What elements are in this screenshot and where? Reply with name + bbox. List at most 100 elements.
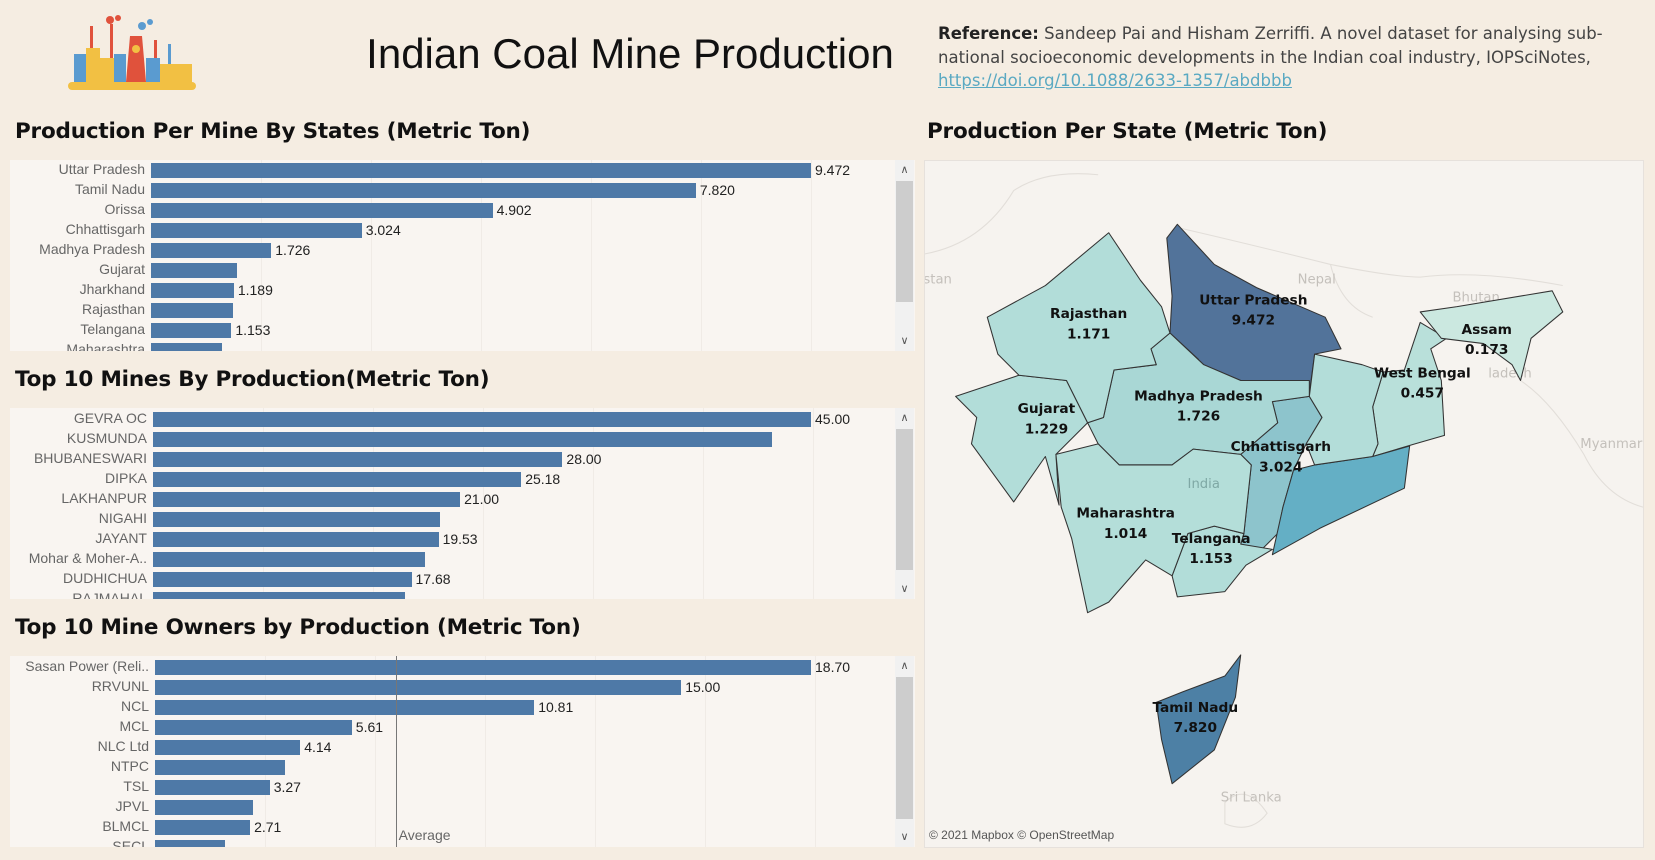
bar-category-label: Tamil Nadu <box>74 181 145 197</box>
bar[interactable] <box>153 451 563 467</box>
state-region-jharkhand[interactable] <box>1305 353 1384 466</box>
bar-category-label: Uttar Pradesh <box>58 161 145 177</box>
bar-category-label: SECL <box>112 838 149 847</box>
average-reference-line <box>395 656 397 847</box>
bar-category-label: KUSMUNDA <box>66 430 147 446</box>
bar[interactable] <box>155 819 251 835</box>
bar-value-label: 7.820 <box>699 182 735 198</box>
bar[interactable] <box>151 202 493 218</box>
india-state-map[interactable]: stan Nepal Bhutan ladesh Myanmar Sri Lan… <box>924 160 1644 848</box>
bar-value-label: 15.00 <box>685 679 721 695</box>
bar[interactable] <box>153 431 772 447</box>
bar[interactable] <box>155 659 811 675</box>
bar[interactable] <box>155 839 226 847</box>
state-region-rajasthan[interactable] <box>986 232 1171 424</box>
gridline <box>701 160 702 351</box>
background-place-labels: stan Nepal Bhutan ladesh Myanmar Sri Lan… <box>925 272 1643 805</box>
reference-doi-link[interactable]: https://doi.org/10.1088/2633-1357/abdbbb <box>938 71 1292 90</box>
bar[interactable] <box>153 591 405 599</box>
bar-value-label: 1.189 <box>237 282 273 298</box>
scrollbar-thumb[interactable] <box>896 677 913 819</box>
bar[interactable] <box>155 779 270 795</box>
bar[interactable] <box>151 302 233 318</box>
bar[interactable] <box>155 699 535 715</box>
state-name-label: Madhya Pradesh <box>1134 389 1263 405</box>
bar[interactable] <box>151 322 232 338</box>
state-value-label: 7.820 <box>1174 720 1217 736</box>
bar-category-label: BLMCL <box>102 818 149 834</box>
bar-value-label: 1.726 <box>275 242 311 258</box>
bar[interactable] <box>151 162 811 178</box>
vertical-scrollbar[interactable]: ∧ ∨ <box>895 656 914 847</box>
bar[interactable] <box>151 182 696 198</box>
state-name-label: Telangana <box>1172 531 1251 547</box>
scroll-up-icon[interactable]: ∧ <box>900 164 909 176</box>
state-region-tamil-nadu[interactable] <box>1155 654 1242 785</box>
gridline <box>485 656 486 847</box>
bar[interactable] <box>151 282 234 298</box>
bar-category-label: Maharashtra <box>66 341 145 351</box>
bar-category-label: Rajasthan <box>81 301 145 317</box>
bar-category-label: Madhya Pradesh <box>39 241 145 257</box>
scroll-up-icon[interactable]: ∧ <box>900 412 909 424</box>
map-label-india: India <box>1188 477 1220 492</box>
bar-value-label: 5.61 <box>355 719 384 735</box>
bar[interactable] <box>151 242 272 258</box>
bar-value-label: 19.53 <box>442 531 478 547</box>
scroll-down-icon[interactable]: ∨ <box>900 831 909 843</box>
bar[interactable] <box>151 222 362 238</box>
scroll-down-icon[interactable]: ∨ <box>900 335 909 347</box>
bar[interactable] <box>153 411 811 427</box>
gridline <box>483 408 484 599</box>
bar[interactable] <box>153 491 461 507</box>
scroll-down-icon[interactable]: ∨ <box>900 583 909 595</box>
bar-category-label: Telangana <box>80 321 145 337</box>
bar[interactable] <box>151 342 222 351</box>
bar[interactable] <box>155 799 254 815</box>
bar[interactable] <box>153 511 440 527</box>
state-name-label: Tamil Nadu <box>1152 700 1238 716</box>
map-label-nepal: Nepal <box>1298 272 1336 287</box>
bar[interactable] <box>151 262 237 278</box>
bar-category-label: MCL <box>119 718 149 734</box>
bar-value-label: 21.00 <box>464 491 500 507</box>
bar-value-label: 2.71 <box>254 819 282 835</box>
bar-value-label: 45.00 <box>815 411 851 427</box>
bar[interactable] <box>153 571 412 587</box>
map-label-myanmar: Myanmar <box>1580 437 1643 452</box>
bar[interactable] <box>155 759 285 775</box>
state-name-label: Gujarat <box>1018 401 1076 417</box>
scrollbar-thumb[interactable] <box>896 429 913 570</box>
bar[interactable] <box>153 531 439 547</box>
bar-value-label: 17.68 <box>415 571 451 587</box>
bar[interactable] <box>155 719 352 735</box>
vertical-scrollbar[interactable]: ∧ ∨ <box>895 160 914 351</box>
chart-title-owners: Top 10 Mine Owners by Production (Metric… <box>15 615 581 640</box>
bar-category-label: NIGAHI <box>98 510 147 526</box>
state-region-maharashtra[interactable] <box>1055 443 1252 614</box>
vertical-scrollbar[interactable]: ∧ ∨ <box>895 408 914 599</box>
bar[interactable] <box>155 679 682 695</box>
gridline <box>591 160 592 351</box>
bar-category-label: RRVUNL <box>91 678 149 694</box>
map-attribution: © 2021 Mapbox © OpenStreetMap <box>929 828 1115 842</box>
bar-value-label: 4.14 <box>304 739 332 755</box>
state-value-label: 1.229 <box>1025 421 1068 437</box>
bar-category-label: DIPKA <box>104 470 147 486</box>
scrollbar-thumb[interactable] <box>896 181 913 302</box>
dashboard-title: Indian Coal Mine Production <box>366 30 894 77</box>
bar[interactable] <box>155 739 301 755</box>
bar-category-label: GEVRA OC <box>73 410 147 426</box>
map-title: Production Per State (Metric Ton) <box>927 119 1328 144</box>
state-value-label: 0.173 <box>1465 342 1508 358</box>
state-name-label: Rajasthan <box>1050 306 1127 322</box>
bar-category-label: TSL <box>123 778 149 794</box>
state-value-label: 1.171 <box>1067 326 1110 342</box>
map-label-sri-lanka: Sri Lanka <box>1221 791 1282 806</box>
map-label-pakistan: stan <box>925 272 952 287</box>
bar[interactable] <box>153 471 522 487</box>
state-region-assam[interactable] <box>1419 290 1564 382</box>
gridline <box>595 656 596 847</box>
scroll-up-icon[interactable]: ∧ <box>900 660 909 672</box>
bar[interactable] <box>153 551 425 567</box>
